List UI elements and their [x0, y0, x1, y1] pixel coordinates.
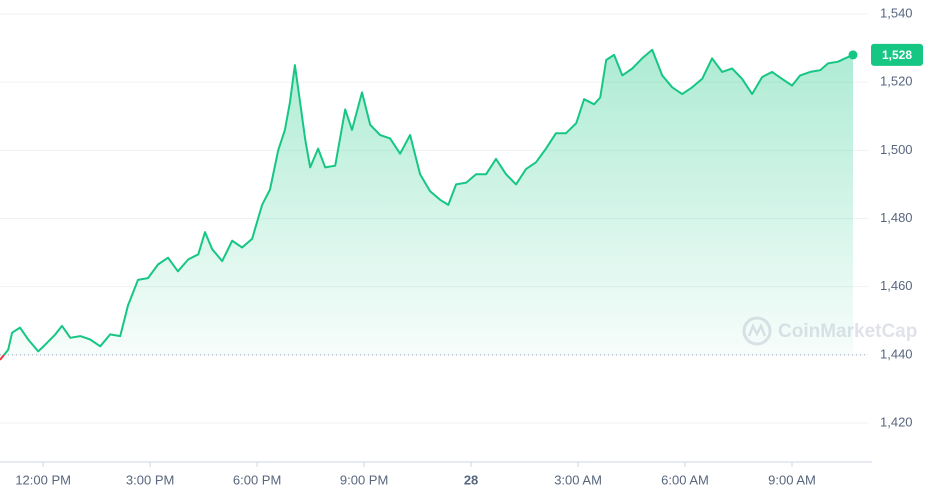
x-tick-label: 12:00 PM	[15, 472, 71, 487]
x-tick-label: 28	[464, 472, 478, 487]
x-tick-label: 6:00 PM	[233, 472, 281, 487]
price-badge	[871, 43, 923, 66]
x-tick-label: 9:00 AM	[768, 472, 816, 487]
x-tick-label: 9:00 PM	[340, 472, 388, 487]
y-tick-label: 1,460	[880, 278, 913, 293]
y-tick-label: 1,420	[880, 414, 913, 429]
x-tick-label: 6:00 AM	[661, 472, 709, 487]
watermark: CoinMarketCap	[742, 316, 917, 346]
price-line	[0, 48, 854, 361]
price-area	[0, 49, 853, 355]
y-tick-label: 1,440	[880, 346, 913, 361]
price-badge-label: 1,528	[882, 48, 912, 62]
last-point	[848, 50, 858, 60]
y-tick-label: 1,540	[880, 5, 913, 20]
x-tick-label: 3:00 AM	[554, 472, 602, 487]
watermark-text: CoinMarketCap	[778, 321, 917, 342]
x-tick-label: 3:00 PM	[126, 472, 174, 487]
y-tick-label: 1,500	[880, 142, 913, 157]
y-tick-label: 1,520	[880, 74, 913, 89]
y-tick-label: 1,480	[880, 210, 913, 225]
